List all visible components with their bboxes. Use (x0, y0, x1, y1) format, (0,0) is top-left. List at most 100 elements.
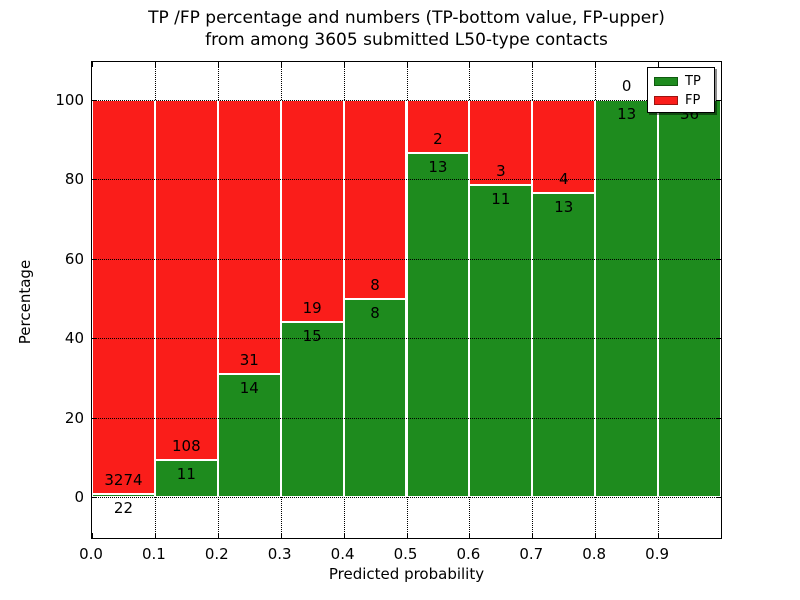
bar-tp-0.9 (658, 100, 721, 497)
legend: TP FP (647, 67, 715, 113)
x-tick-mark (154, 62, 156, 67)
fp-count-label-0.1: 108 (172, 437, 201, 456)
gridline-x-0.5 (406, 497, 408, 538)
bar-tp-0.6 (469, 185, 533, 497)
x-tick-mark (154, 533, 156, 538)
gridline-x-0.2 (217, 497, 219, 538)
bar-fp-0.0 (92, 100, 155, 495)
legend-label-tp: TP (685, 74, 701, 89)
y-tick-mark (716, 100, 721, 102)
gridline-x-0.4 (343, 62, 345, 101)
bar-tp-0.0 (92, 494, 155, 497)
x-tick-label-0.2: 0.2 (204, 545, 229, 563)
gridline-x-0.7 (532, 497, 534, 538)
tp-count-label-0.3: 15 (302, 326, 322, 345)
gridline-x-0.8 (595, 497, 597, 538)
x-tick-mark (92, 533, 93, 538)
y-tick-label-80: 80 (64, 170, 84, 189)
y-tick-label-60: 60 (64, 249, 84, 268)
gridline-y-0 (92, 497, 721, 498)
x-tick-label-0.0: 0.0 (79, 545, 103, 563)
gridline-y-60 (92, 258, 721, 260)
gridline-x-0.6 (469, 100, 471, 497)
tp-count-label-0.5: 13 (428, 158, 448, 177)
x-tick-mark (658, 62, 660, 67)
gridline-x-0.5 (406, 62, 408, 101)
tp-count-label-0.0: 22 (113, 499, 133, 518)
x-tick-label-0.1: 0.1 (141, 545, 166, 563)
fp-count-label-0.3: 19 (302, 298, 322, 317)
y-tick-mark (716, 497, 721, 498)
gridline-y-20 (92, 417, 721, 419)
plot-area: 3274 22 108 11 31 14 19 15 8 8 2 13 3 11 4 13 0 13 36 (91, 61, 722, 539)
x-tick-label-0.4: 0.4 (330, 545, 355, 563)
tp-count-label-0.4: 8 (370, 303, 380, 322)
x-tick-label-0.6: 0.6 (456, 545, 481, 563)
gridline-x-0.9 (658, 497, 660, 538)
plot-canvas: 3274 22 108 11 31 14 19 15 8 8 2 13 3 11 4 13 0 13 36 (92, 62, 721, 538)
figure-title: TP /FP percentage and numbers (TP-bottom… (91, 7, 722, 51)
gridline-x-0.3 (280, 62, 282, 101)
bar-tp-0.1 (154, 460, 218, 497)
fp-count-label-0.4: 8 (370, 275, 380, 294)
fp-count-label-0.5: 2 (433, 130, 443, 149)
gridline-x-0.8 (595, 100, 597, 497)
bar-tp-0.7 (532, 193, 596, 497)
bar-tp-0.5 (406, 153, 470, 497)
bar-fp-0.1 (154, 100, 218, 461)
gridline-x-0.7 (532, 100, 534, 497)
y-tick-label-100: 100 (55, 91, 84, 110)
x-tick-label-0.8: 0.8 (582, 545, 607, 563)
tp-count-label-0.6: 11 (491, 190, 511, 209)
x-tick-mark (343, 62, 345, 67)
y-tick-mark (92, 497, 97, 498)
gridline-x-0.9 (658, 100, 660, 497)
x-tick-mark (595, 62, 597, 67)
fp-count-label-0.8: 0 (621, 77, 632, 96)
y-tick-mark (92, 417, 97, 419)
y-tick-mark (716, 179, 721, 181)
tp-count-label-0.8: 13 (617, 105, 637, 124)
y-tick-mark (92, 179, 97, 181)
x-tick-mark (343, 533, 345, 538)
fp-count-label-0.7: 4 (558, 170, 569, 189)
y-tick-mark (716, 417, 721, 419)
gridline-x-0.3 (280, 100, 282, 497)
x-tick-mark (217, 533, 219, 538)
x-tick-label-0.5: 0.5 (393, 545, 418, 563)
fp-count-label-0.6: 3 (496, 162, 506, 181)
gridline-x-0.5 (406, 100, 408, 497)
x-tick-label-0.7: 0.7 (519, 545, 544, 563)
bar-tp-0.3 (280, 321, 344, 497)
gridline-x-0.3 (280, 497, 282, 538)
gridline-x-0.1 (154, 100, 156, 497)
legend-swatch-fp (654, 96, 678, 105)
figure-title-line2: from among 3605 submitted L50-type conta… (205, 30, 608, 50)
x-tick-label-0.3: 0.3 (267, 545, 292, 563)
tp-count-label-0.7: 13 (554, 198, 574, 217)
gridline-y-100 (92, 100, 721, 102)
x-tick-mark (595, 533, 597, 538)
y-tick-mark (92, 100, 97, 102)
gridline-y-40 (92, 338, 721, 340)
bar-fp-0.3 (280, 100, 344, 322)
gridline-x-0.7 (532, 62, 534, 101)
gridline-x-0.6 (469, 497, 471, 538)
x-tick-mark (280, 62, 282, 67)
x-tick-label-0.9: 0.9 (645, 545, 670, 563)
legend-swatch-tp (654, 77, 678, 86)
gridline-x-0.8 (595, 62, 597, 101)
x-tick-mark (469, 533, 471, 538)
y-axis-label: Percentage (16, 259, 34, 345)
y-tick-label-0: 0 (74, 488, 84, 506)
y-tick-mark (92, 338, 97, 340)
bar-tp-0.8 (595, 100, 659, 497)
gridline-x-0.1 (154, 497, 156, 538)
x-tick-mark (280, 533, 282, 538)
legend-item-fp: FP (654, 91, 708, 110)
gridline-x-0.1 (154, 62, 156, 101)
tp-count-label-0.2: 14 (239, 378, 259, 397)
x-tick-mark (217, 62, 219, 67)
gridline-x-0.2 (217, 100, 219, 497)
